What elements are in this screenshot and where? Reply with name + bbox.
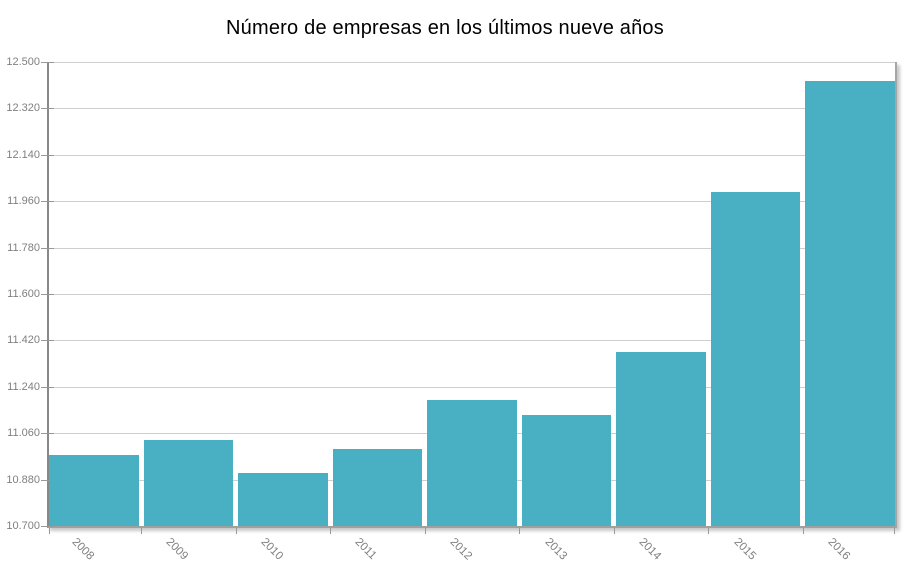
bar-2011 [332,448,423,526]
x-axis-label-2015: 2015 [731,536,758,563]
x-axis-label-anchor: 2016 [826,532,860,563]
x-axis-label-2008: 2008 [69,536,96,563]
x-axis-tick [330,528,332,534]
y-axis: 12.500 12.320 12.140 11.960 11.780 11.600 11.4… [0,56,40,532]
x-axis-label-2014: 2014 [636,536,664,563]
x-axis-label-anchor: 2014 [637,532,671,563]
chart-title: Número de empresas en los últimos nueve … [226,17,664,39]
gridline [49,386,895,388]
x-axis-tick [235,528,237,534]
x-axis-label-anchor: 2009 [164,532,198,563]
bar-2009 [143,439,234,526]
y-axis-label: 11.780 [7,241,40,254]
gridline [49,62,895,63]
x-axis-tick [424,528,426,534]
y-axis-label: 11.960 [7,195,40,208]
x-axis-label-anchor: 2011 [353,532,386,562]
x-axis-tick [708,528,710,534]
y-axis-tick [41,386,54,388]
x-axis-label-2012: 2012 [447,536,475,563]
gridline [49,201,895,203]
x-axis-label-anchor: 2012 [448,532,482,563]
y-axis-label: 11.600 [7,288,40,300]
y-axis-tick [41,154,54,156]
bar-2008 [49,455,139,526]
bar-2016 [805,81,895,526]
x-axis-tick [49,528,50,534]
x-axis-label-anchor: 2015 [731,532,766,563]
y-axis-label: 11.240 [7,380,40,393]
y-axis-tick [41,479,54,481]
x-axis-label-2011: 2011 [352,536,379,562]
bar-2010 [238,473,328,526]
y-axis-tick [41,62,54,63]
x-axis-label-anchor: 2010 [258,532,293,563]
bar-2015 [710,192,801,526]
y-axis-tick [41,340,54,342]
y-axis-label: 12.140 [6,148,40,161]
bar-2012 [427,399,517,526]
bar-2013 [521,415,612,526]
y-axis-label: 10.880 [6,473,40,486]
gridline [49,108,895,110]
gridline [49,340,895,342]
x-axis-tick [141,528,143,534]
y-axis-label: 12.320 [6,102,40,115]
x-axis-tick [802,528,804,534]
x-axis-label-2013: 2013 [542,536,569,563]
plot-area [41,62,897,534]
y-axis-label: 12.500 [6,56,40,68]
x-axis-tick [519,528,521,534]
x-axis-tick [613,528,615,534]
gridline [49,294,895,295]
x-axis-label-2010: 2010 [258,536,285,563]
gridline [49,247,895,249]
x-axis-label-anchor: 2013 [542,532,577,563]
gridline [49,154,895,156]
x-axis-label-2016: 2016 [825,536,853,563]
y-axis-label: 11.420 [7,334,40,347]
x-axis-tick [894,528,895,534]
y-axis-label: 10.700 [6,520,40,532]
x-axis: 2008 2009 2010 2011 2012 2013 2014 2015 2016 [49,532,895,572]
bar-2014 [616,352,706,526]
y-axis-tick [41,294,54,295]
y-axis-label: 11.060 [7,427,40,440]
y-axis-tick [41,433,54,435]
y-axis-tick [41,247,54,249]
y-axis-tick [41,526,54,527]
x-axis-label-anchor: 2008 [69,532,104,563]
x-axis-label-2009: 2009 [163,536,191,563]
y-axis-tick [41,201,54,203]
y-axis-tick [41,108,54,110]
